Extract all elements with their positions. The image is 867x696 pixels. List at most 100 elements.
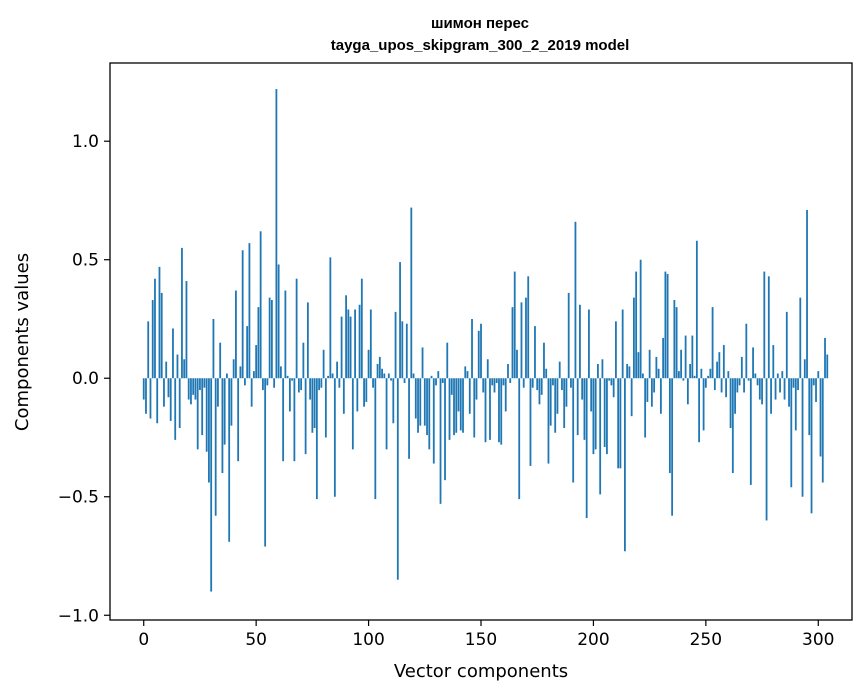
bar-82 xyxy=(327,375,329,379)
bar-32 xyxy=(214,378,217,516)
bar-263 xyxy=(734,378,736,414)
bar-141 xyxy=(459,378,462,431)
bar-77 xyxy=(315,378,318,500)
bar-235 xyxy=(671,378,674,516)
bar-220 xyxy=(637,352,640,379)
bar-1 xyxy=(145,378,147,414)
bar-283 xyxy=(779,378,781,393)
x-tick-label: 100 xyxy=(352,630,384,650)
bar-252 xyxy=(709,368,712,379)
bar-94 xyxy=(354,309,356,379)
x-tick-label: 200 xyxy=(577,630,609,650)
bar-31 xyxy=(212,318,215,379)
bar-42 xyxy=(237,378,240,462)
bar-211 xyxy=(617,378,620,469)
y-tick-label: −0.5 xyxy=(58,488,99,508)
bars-group xyxy=(142,89,829,592)
bar-133 xyxy=(441,378,444,383)
bar-186 xyxy=(561,378,563,391)
bar-11 xyxy=(167,378,170,398)
bar-198 xyxy=(588,309,590,379)
bar-259 xyxy=(725,378,727,398)
bar-296 xyxy=(808,378,811,436)
bar-302 xyxy=(821,378,824,483)
bar-23 xyxy=(194,378,197,400)
bar-107 xyxy=(383,373,386,379)
bar-174 xyxy=(534,326,536,379)
bar-146 xyxy=(471,318,473,379)
bar-300 xyxy=(817,371,820,379)
bar-168 xyxy=(520,302,523,379)
bar-27 xyxy=(203,378,206,388)
bar-30 xyxy=(210,378,213,592)
bar-152 xyxy=(484,378,487,443)
bar-45 xyxy=(244,378,246,386)
bar-165 xyxy=(513,271,516,379)
bar-83 xyxy=(329,257,332,379)
bar-238 xyxy=(677,371,680,379)
bar-239 xyxy=(680,349,683,379)
bar-55 xyxy=(266,378,269,386)
x-tick-label: 250 xyxy=(690,630,722,650)
bar-202 xyxy=(597,364,599,379)
bar-279 xyxy=(770,378,772,414)
bar-176 xyxy=(538,378,541,405)
bar-200 xyxy=(592,378,595,455)
bar-2 xyxy=(147,321,150,379)
bar-3 xyxy=(149,378,152,419)
bar-16 xyxy=(178,378,181,429)
bar-44 xyxy=(241,250,244,379)
chart-title: шимон перес xyxy=(431,15,529,32)
bar-65 xyxy=(288,378,291,412)
bar-208 xyxy=(610,378,613,386)
bar-122 xyxy=(417,378,419,433)
bar-215 xyxy=(626,364,629,379)
y-tick-label: 1.0 xyxy=(72,132,99,152)
bar-299 xyxy=(815,378,817,402)
bar-18 xyxy=(183,359,186,379)
bar-171 xyxy=(527,276,530,379)
bar-199 xyxy=(590,378,593,412)
bar-226 xyxy=(650,378,653,407)
bar-14 xyxy=(174,378,177,440)
bar-22 xyxy=(192,378,195,395)
bar-278 xyxy=(767,276,770,379)
bar-227 xyxy=(653,378,656,393)
bar-8 xyxy=(160,292,163,379)
bar-130 xyxy=(435,378,437,386)
bar-37 xyxy=(226,373,228,379)
bar-224 xyxy=(646,378,649,402)
bar-190 xyxy=(570,378,572,388)
bar-298 xyxy=(812,378,815,386)
bar-12 xyxy=(169,378,172,421)
bar-194 xyxy=(579,304,581,379)
bar-47 xyxy=(248,243,251,379)
bar-178 xyxy=(543,342,545,379)
bar-126 xyxy=(426,378,428,436)
bar-123 xyxy=(419,378,422,426)
bar-242 xyxy=(686,378,689,405)
bar-255 xyxy=(716,361,718,379)
bar-262 xyxy=(731,378,734,474)
bar-271 xyxy=(752,347,754,379)
bar-120 xyxy=(412,373,415,379)
bar-282 xyxy=(776,373,779,379)
bar-104 xyxy=(376,364,379,379)
bar-225 xyxy=(648,349,651,379)
bar-254 xyxy=(713,378,716,391)
bar-294 xyxy=(803,359,806,379)
x-tick-label: 300 xyxy=(802,630,834,650)
bar-275 xyxy=(761,378,763,405)
bar-140 xyxy=(457,378,460,412)
bar-89 xyxy=(342,378,345,414)
bar-103 xyxy=(374,378,377,500)
bar-243 xyxy=(689,364,692,379)
bar-175 xyxy=(536,378,539,391)
bar-285 xyxy=(783,378,786,400)
bar-108 xyxy=(385,378,388,450)
bar-112 xyxy=(394,311,397,379)
bar-102 xyxy=(372,378,374,388)
bar-166 xyxy=(516,349,518,379)
bar-304 xyxy=(826,354,829,379)
